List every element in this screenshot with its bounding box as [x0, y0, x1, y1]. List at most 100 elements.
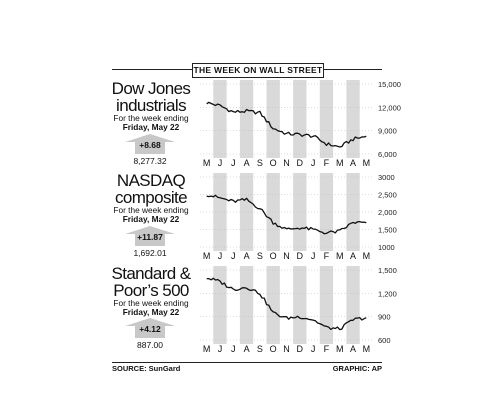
sp500-title-line2: Poor’s 500 — [113, 281, 189, 300]
month-band — [239, 173, 254, 251]
sp500-change: +4.12 — [139, 324, 161, 334]
x-tick-label: S — [257, 251, 263, 261]
x-tick-label: A — [244, 251, 250, 261]
nasdaq-sub-line2: Friday, May 22 — [122, 214, 180, 224]
x-tick-label: A — [350, 158, 356, 168]
nasdaq-sub-line1: For the week ending — [113, 205, 189, 215]
sp500-text-block: Standard & Poor’s 500 For the week endin… — [105, 265, 197, 317]
nasdaq-close: 1,692.01 — [133, 248, 167, 258]
nasdaq-title-line1: NASDAQ — [116, 171, 186, 190]
y-tick-label: 1,200 — [378, 289, 397, 298]
nasdaq-up-arrow: +11.87 — [125, 226, 175, 246]
y-tick-label: 1000 — [378, 243, 395, 252]
x-tick-label: M — [336, 251, 344, 261]
x-tick-label: J — [311, 158, 316, 168]
x-tick-label: M — [203, 158, 211, 168]
x-tick-label: N — [283, 344, 290, 354]
x-tick-label: M — [363, 344, 371, 354]
dow-text-block: Dow Jones industrials For the week endin… — [105, 80, 197, 132]
month-band — [293, 80, 307, 158]
dow-up-arrow: +8.68 — [125, 134, 175, 154]
x-tick-label: S — [257, 158, 263, 168]
month-band — [319, 266, 334, 344]
x-tick-label: F — [324, 251, 330, 261]
dow-sub-line2: Friday, May 22 — [122, 122, 180, 132]
month-band — [266, 266, 280, 344]
x-tick-label: N — [283, 251, 290, 261]
x-tick-label: A — [350, 344, 356, 354]
x-tick-label: M — [203, 251, 211, 261]
sp500-sub-line2: Friday, May 22 — [122, 307, 180, 317]
x-tick-label: O — [270, 344, 277, 354]
dow-title-line2: industrials — [116, 96, 187, 115]
x-tick-label: J — [231, 158, 236, 168]
nasdaq-title-line2: composite — [114, 188, 188, 207]
x-tick-label: J — [231, 344, 236, 354]
month-band — [213, 266, 227, 344]
month-band — [346, 80, 360, 158]
x-tick-label: J — [231, 251, 236, 261]
y-tick-label: 3000 — [378, 173, 395, 182]
nasdaq-change: +11.87 — [137, 232, 163, 242]
x-tick-label: D — [297, 344, 304, 354]
month-band — [266, 173, 280, 251]
x-tick-label: M — [363, 251, 371, 261]
index-line — [206, 277, 367, 331]
x-tick-label: J — [218, 158, 223, 168]
sp500-up-arrow: +4.12 — [125, 318, 175, 338]
x-tick-label: O — [270, 158, 277, 168]
sp500-title-line1: Standard & — [111, 264, 191, 283]
y-tick-label: 600 — [378, 336, 391, 345]
month-band — [293, 266, 307, 344]
y-tick-label: 6,000 — [378, 150, 397, 159]
month-band — [319, 80, 334, 158]
x-tick-label: J — [311, 344, 316, 354]
month-band — [266, 80, 280, 158]
index-line — [206, 194, 367, 235]
bottom-rule — [112, 362, 382, 363]
index-line — [206, 101, 367, 148]
y-tick-label: 2,500 — [378, 191, 397, 200]
x-tick-label: M — [336, 158, 344, 168]
y-tick-label: 9,000 — [378, 127, 397, 136]
sp500-sub-line1: For the week ending — [113, 298, 189, 308]
x-tick-label: N — [283, 158, 290, 168]
x-tick-label: F — [324, 158, 330, 168]
nasdaq-text-block: NASDAQ composite For the week ending Fri… — [105, 172, 197, 224]
y-tick-label: 1,500 — [378, 226, 397, 235]
dow-change: +8.68 — [139, 140, 161, 150]
dow-title-line1: Dow Jones — [111, 79, 191, 98]
x-tick-label: A — [244, 158, 250, 168]
month-band — [213, 173, 227, 251]
y-tick-label: 2,000 — [378, 208, 397, 217]
x-tick-label: J — [218, 251, 223, 261]
y-tick-label: 900 — [378, 313, 391, 322]
x-tick-label: S — [257, 344, 263, 354]
sp500-close: 887.00 — [137, 340, 163, 350]
y-tick-label: 15,000 — [378, 80, 401, 89]
graphic-credit: GRAPHIC: AP — [332, 364, 382, 373]
x-tick-label: A — [350, 251, 356, 261]
x-tick-label: M — [363, 158, 371, 168]
x-tick-label: F — [324, 344, 330, 354]
x-tick-label: D — [297, 251, 304, 261]
x-tick-label: A — [244, 344, 250, 354]
x-tick-label: M — [336, 344, 344, 354]
month-band — [213, 80, 227, 158]
x-tick-label: M — [203, 344, 211, 354]
y-tick-label: 1,500 — [378, 266, 397, 275]
source-credit: SOURCE: SunGard — [112, 364, 181, 373]
x-tick-label: O — [270, 251, 277, 261]
y-tick-label: 12,000 — [378, 103, 401, 112]
page-title: THE WEEK ON WALL STREET — [192, 63, 324, 78]
dow-close: 8,277.32 — [133, 156, 167, 166]
month-band — [239, 80, 254, 158]
month-band — [346, 266, 360, 344]
x-tick-label: D — [297, 158, 304, 168]
dow-sub-line1: For the week ending — [113, 113, 189, 123]
x-tick-label: J — [218, 344, 223, 354]
month-band — [239, 266, 254, 344]
